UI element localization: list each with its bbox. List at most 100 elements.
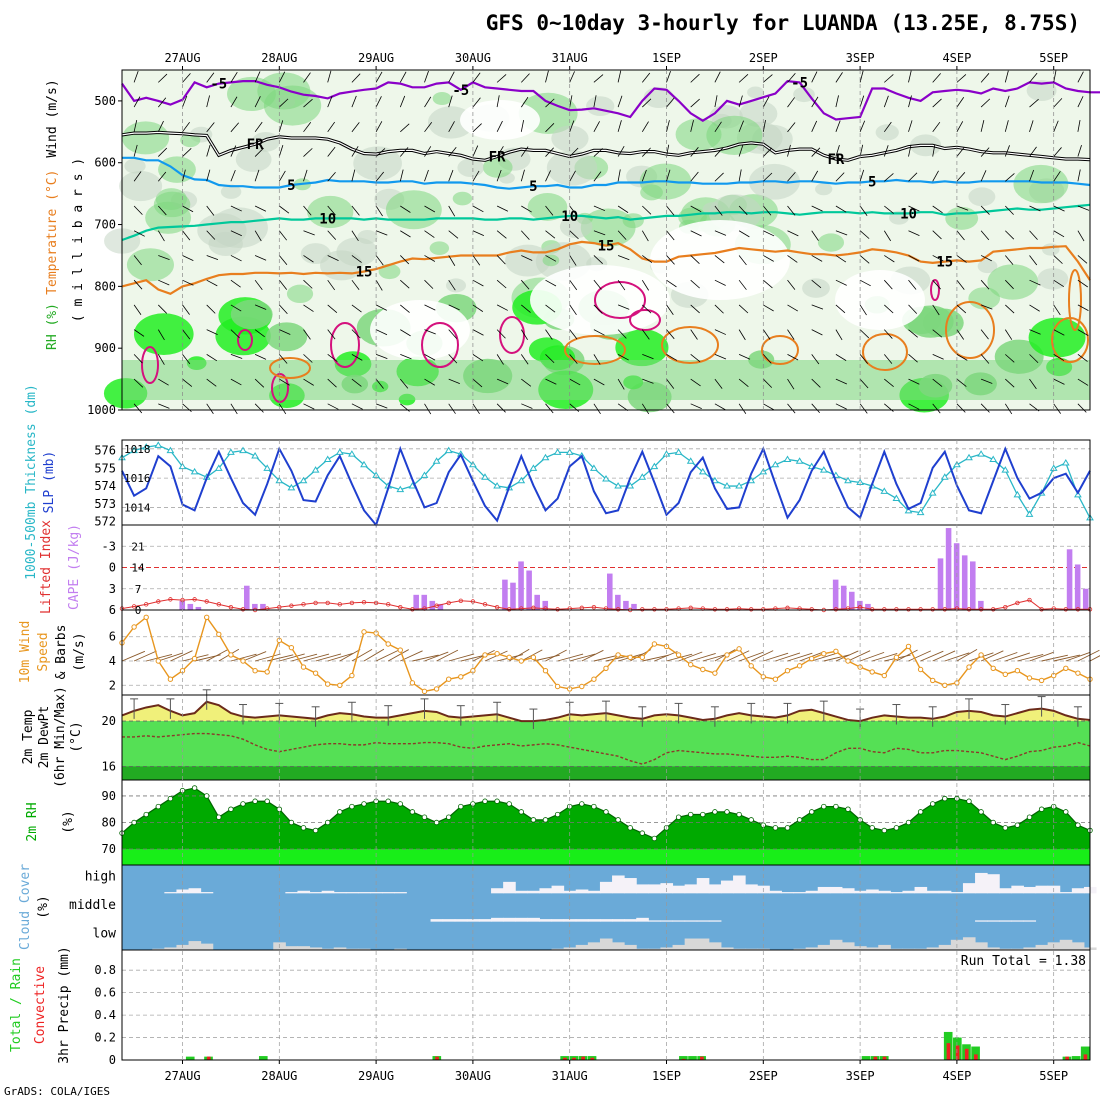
cloud-low-bar: [854, 946, 867, 950]
wind-barb: [327, 403, 339, 410]
thickness-point: [517, 476, 526, 484]
wind-barb: [1004, 70, 1009, 83]
cloud-low-bar: [829, 939, 843, 950]
wind-barb: [254, 169, 260, 182]
rh-shade-blob: [357, 229, 378, 245]
thickness-point: [723, 482, 731, 489]
wind-barb: [448, 169, 454, 182]
wind-barb: [472, 255, 481, 266]
thickness-point: [590, 464, 598, 471]
cape-bar: [865, 603, 871, 610]
wind-barb: [932, 304, 940, 316]
wind-barb: [666, 169, 671, 182]
contour-label: -5: [452, 83, 469, 99]
slp-ylabel-part: SLP (mb): [42, 451, 57, 514]
cloud-high-bar: [345, 892, 359, 894]
cloud-high-bar: [926, 890, 940, 894]
vertical-velocity-contour: [629, 309, 661, 331]
wind-barb: [569, 329, 578, 340]
wind-barb: [327, 205, 336, 216]
wind-barb: [859, 230, 870, 239]
wind10-speed-point: [869, 669, 875, 675]
lifted-index-point: [930, 607, 935, 612]
wind10-ylabel: 10m Wind Speed & Barbs (m/s): [18, 621, 87, 684]
wind-barb: [448, 329, 457, 339]
precip-run-total: Run Total = 1.38: [961, 954, 1086, 969]
lifted-index-point: [434, 603, 439, 608]
wind-barb: [157, 120, 164, 132]
wind-barb: [496, 230, 507, 239]
wind10-speed-point: [651, 641, 658, 647]
wind10-barb: [242, 651, 267, 662]
wind10-ytick-label: 6: [109, 630, 116, 644]
rh2m-point: [506, 801, 512, 807]
wind-barb: [859, 95, 865, 108]
wind-barb: [1053, 147, 1062, 157]
rh-shade-blob: [706, 115, 763, 155]
wind-barb: [327, 70, 332, 83]
lifted-index-point: [591, 604, 597, 610]
wind-barb: [424, 378, 436, 386]
precip-total-bar: [971, 1046, 980, 1060]
lifted-index-point: [712, 607, 718, 612]
wind10-speed-point: [131, 624, 137, 630]
thickness-point: [287, 483, 296, 491]
cape-ylabel-part: CAPE (J/kg): [67, 524, 82, 610]
wind-barb: [569, 255, 577, 266]
rh2m-point: [337, 809, 343, 815]
cloud-high-bar: [817, 886, 831, 894]
vertical-velocity-contour: [421, 322, 459, 368]
wind-barb: [278, 279, 288, 290]
wind10-barb: [1005, 652, 1031, 662]
cloud-middle-bar: [503, 917, 516, 922]
cloud-background: [122, 865, 1090, 950]
cloud-high-bar: [321, 890, 335, 894]
wind-barb: [448, 354, 458, 364]
wind-barb: [787, 73, 796, 83]
wind-barb: [641, 279, 649, 291]
rh2m-point: [917, 809, 924, 815]
lifted-index-ytick-label: 6: [109, 603, 116, 617]
wind-barb: [351, 169, 356, 182]
wind-barb: [956, 74, 967, 83]
wind-barb: [811, 230, 819, 241]
slp-ylabel: 1000-500mb Thickness (dm) SLP (mb): [24, 384, 57, 580]
thickness-point: [977, 450, 985, 457]
wind-barb: [1077, 230, 1085, 242]
wind-barb: [1053, 205, 1065, 212]
wind10-barb: [170, 650, 193, 662]
wind-barb: [835, 304, 846, 314]
rh2m-point: [1002, 825, 1008, 831]
cloud-high-bar: [188, 888, 202, 894]
wind10-barb: [738, 651, 764, 662]
rh-shade-blob: [446, 278, 467, 293]
wind-barb: [569, 95, 573, 108]
wind-barb: [642, 378, 654, 384]
rh-shade-blob: [1013, 164, 1069, 204]
cloud-low-bar: [672, 944, 686, 950]
wind-barb: [158, 255, 170, 260]
wind-barb: [351, 304, 362, 313]
wind-barb: [400, 205, 411, 213]
cape-bar: [832, 579, 839, 610]
cloud-high-bar: [575, 889, 589, 894]
cape-bar: [978, 600, 984, 610]
wind-barb: [303, 279, 313, 289]
wind-barb: [884, 205, 894, 214]
wind-barb: [182, 354, 191, 365]
wind-barb: [230, 329, 240, 339]
wind-barb: [206, 279, 218, 287]
wind-barb: [835, 72, 843, 83]
thickness-point: [989, 455, 998, 462]
thickness-point: [686, 457, 695, 464]
contour-label: 10: [319, 211, 336, 227]
wind-barb: [472, 230, 485, 236]
wind-barb: [182, 304, 190, 315]
wind-barb: [1029, 72, 1038, 83]
wind-barb: [1029, 169, 1035, 182]
wind-barb: [303, 378, 314, 386]
wind-barb: [1077, 279, 1088, 288]
wind10-barb: [303, 653, 330, 662]
wind-barb: [714, 205, 723, 216]
wind-barb: [714, 147, 724, 157]
